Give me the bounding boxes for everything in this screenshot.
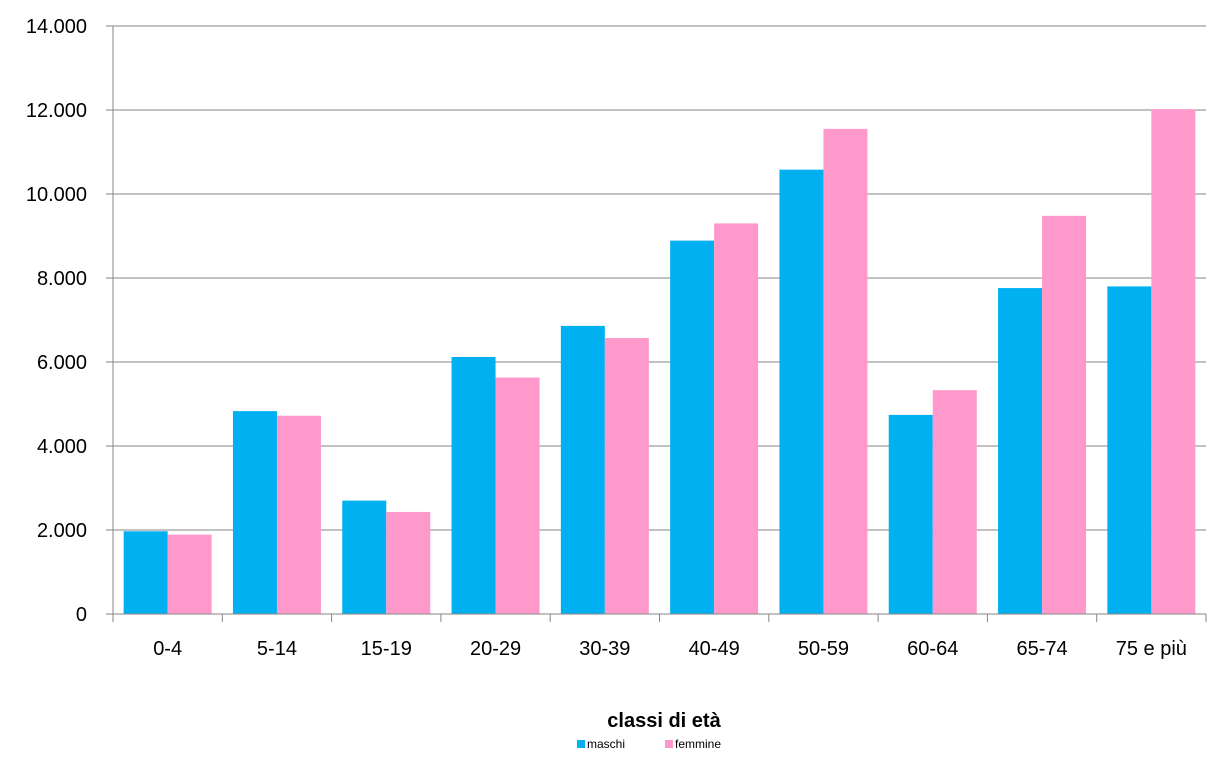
x-tick-label: 50-59 <box>798 638 849 660</box>
x-tick-label: 60-64 <box>907 638 958 660</box>
bar-femmine <box>932 390 977 614</box>
y-tick-label: 14.000 <box>26 16 87 38</box>
y-tick-label: 8.000 <box>37 268 87 290</box>
legend-label-femmine: femmine <box>675 737 721 751</box>
bar-maschi <box>998 288 1043 614</box>
x-tick-label: 40-49 <box>689 638 740 660</box>
bar-femmine <box>1151 109 1196 614</box>
bar-maschi <box>342 500 387 614</box>
x-tick-label: 65-74 <box>1016 638 1067 660</box>
bar-femmine <box>386 511 431 614</box>
bar-femmine <box>604 338 649 614</box>
y-tick-label: 0 <box>76 604 87 626</box>
x-axis-ticks: 0-4 5-14 15-19 20-29 30-39 40-49 50-59 60-64 65-… <box>153 638 1187 660</box>
bars <box>123 109 1196 614</box>
bar-femmine <box>276 415 321 614</box>
y-tick-label: 6.000 <box>37 352 87 374</box>
x-tick-label: 15-19 <box>361 638 412 660</box>
bar-femmine <box>495 377 540 614</box>
legend-label-maschi: maschi <box>587 737 625 751</box>
x-tick-label: 30-39 <box>579 638 630 660</box>
y-tick-label: 4.000 <box>37 436 87 458</box>
bar-maschi <box>779 169 824 614</box>
bar-maschi <box>451 356 496 614</box>
axes <box>112 26 1207 622</box>
bar-maschi <box>670 240 715 614</box>
bar-maschi <box>123 531 168 614</box>
legend: maschi femmine <box>577 737 721 751</box>
bar-maschi <box>560 325 605 614</box>
x-tick-label: 20-29 <box>470 638 521 660</box>
bar-femmine <box>714 223 759 614</box>
bar-maschi <box>1107 286 1152 614</box>
y-tick-label: 12.000 <box>26 100 87 122</box>
bar-femmine <box>1042 215 1087 614</box>
x-tick-label: 0-4 <box>153 638 182 660</box>
y-tick-label: 10.000 <box>26 184 87 206</box>
bar-maschi <box>232 411 277 614</box>
legend-swatch-femmine <box>665 740 673 748</box>
bar-maschi <box>888 414 933 614</box>
x-axis-title: classi di età <box>607 710 721 732</box>
bar-femmine <box>167 534 212 614</box>
y-axis-ticks: 0 2.000 4.000 6.000 8.000 10.000 12.000 14.000 <box>26 16 113 626</box>
x-tick-label: 5-14 <box>257 638 297 660</box>
legend-swatch-maschi <box>577 740 585 748</box>
x-tick-label: 75 e più <box>1116 638 1187 660</box>
y-tick-label: 2.000 <box>37 520 87 542</box>
bar-femmine <box>823 128 868 614</box>
